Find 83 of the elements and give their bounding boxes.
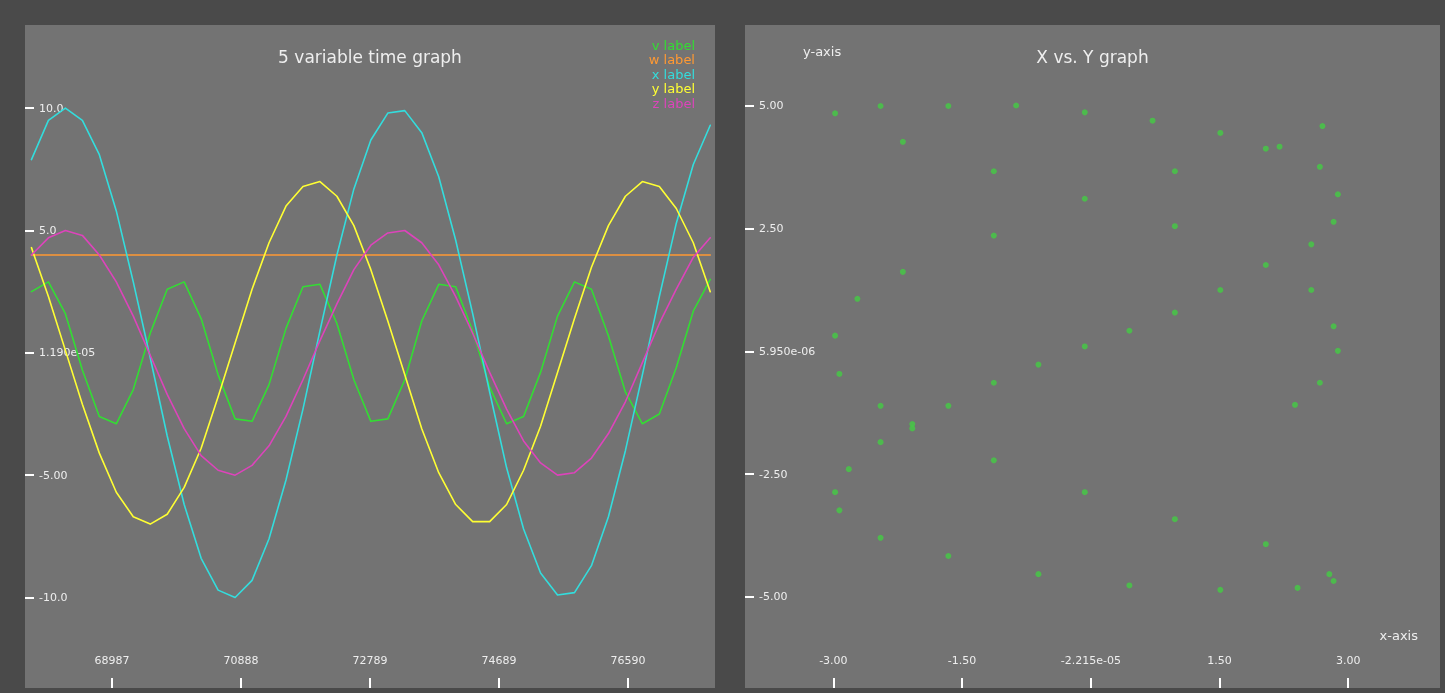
- line-series: [30, 180, 712, 525]
- point: [945, 102, 952, 109]
- point: [1081, 489, 1088, 496]
- x-tick-label: 72789: [352, 654, 388, 667]
- x-tick-label: 3.00: [1335, 654, 1361, 667]
- y-tick-label: 5.0: [39, 224, 57, 238]
- x-tick-label: -1.50: [947, 654, 977, 667]
- point: [1081, 195, 1088, 202]
- point: [1316, 379, 1323, 386]
- point: [990, 232, 997, 239]
- point: [945, 552, 952, 559]
- point: [1171, 223, 1178, 230]
- point: [1319, 123, 1326, 130]
- point: [836, 370, 843, 377]
- x-tick-label: -2.215e-05: [1060, 654, 1121, 667]
- point: [1217, 586, 1224, 593]
- y-tick-label: -2.50: [759, 467, 788, 481]
- point: [1292, 401, 1298, 408]
- x-tick-label: 68987: [94, 654, 130, 667]
- point: [877, 402, 884, 409]
- x-tick-label: 1.50: [1207, 654, 1232, 667]
- point: [1308, 241, 1315, 248]
- x-tick-label: 74689: [481, 654, 517, 667]
- y-tick-label: -10.0: [39, 590, 68, 604]
- text: z label: [652, 95, 695, 111]
- point: [1081, 109, 1088, 116]
- point: [1262, 541, 1269, 548]
- y-tick-label: 5.950e-06: [759, 344, 816, 358]
- point: [945, 402, 952, 409]
- point: [1330, 218, 1337, 225]
- point: [1217, 287, 1224, 293]
- point: [1330, 323, 1337, 330]
- point: [1081, 343, 1088, 350]
- point: [1171, 309, 1178, 316]
- point: [1294, 584, 1301, 591]
- x-tick-label: 70888: [223, 654, 259, 667]
- text: X vs. Y graph: [1036, 46, 1149, 67]
- point: [1035, 571, 1042, 578]
- point: [854, 295, 861, 302]
- point: [877, 439, 884, 446]
- y-axis-title: y-axis: [803, 44, 842, 59]
- point: [877, 534, 884, 541]
- point: [1334, 347, 1341, 354]
- point: [1171, 516, 1178, 523]
- y-tick-label: -5.00: [759, 590, 788, 604]
- x-tick-label: -3.00: [819, 654, 848, 667]
- point: [1035, 361, 1042, 368]
- point: [1126, 582, 1133, 589]
- y-tick-label: 10.0: [39, 101, 64, 115]
- point: [899, 268, 906, 275]
- point: [1171, 168, 1178, 175]
- point: [1013, 102, 1020, 109]
- point: [990, 168, 997, 175]
- point: [990, 379, 997, 386]
- point: [832, 332, 839, 339]
- point: [1217, 129, 1224, 136]
- point: [1330, 578, 1337, 585]
- text: x label: [651, 66, 695, 82]
- y-tick-label: 2.50: [759, 222, 784, 236]
- point: [1126, 327, 1133, 334]
- point: [1334, 191, 1341, 198]
- text: 5 variable time graph: [278, 46, 462, 67]
- point: [990, 457, 997, 464]
- point: [836, 507, 843, 514]
- text: y label: [651, 81, 695, 96]
- point: [899, 138, 906, 145]
- point: [877, 102, 884, 109]
- text: v label: [651, 37, 695, 53]
- line-series: [30, 278, 712, 425]
- point: [1262, 261, 1269, 268]
- text: w label: [648, 52, 695, 67]
- x-axis-title: x-axis: [1379, 628, 1419, 643]
- y-tick-label: 5.00: [759, 99, 784, 113]
- point: [1326, 571, 1333, 578]
- point: [1262, 145, 1269, 152]
- point: [832, 110, 839, 117]
- y-tick-label: -5.00: [39, 468, 68, 482]
- point: [832, 489, 839, 496]
- x-tick-label: 76590: [610, 654, 646, 667]
- point: [1308, 287, 1315, 293]
- point: [1316, 163, 1323, 170]
- point: [845, 466, 852, 473]
- point: [909, 420, 916, 427]
